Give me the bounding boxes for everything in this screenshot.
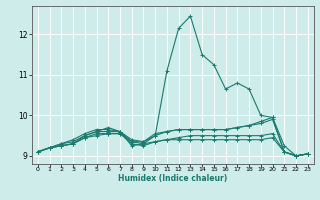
X-axis label: Humidex (Indice chaleur): Humidex (Indice chaleur): [118, 174, 228, 183]
